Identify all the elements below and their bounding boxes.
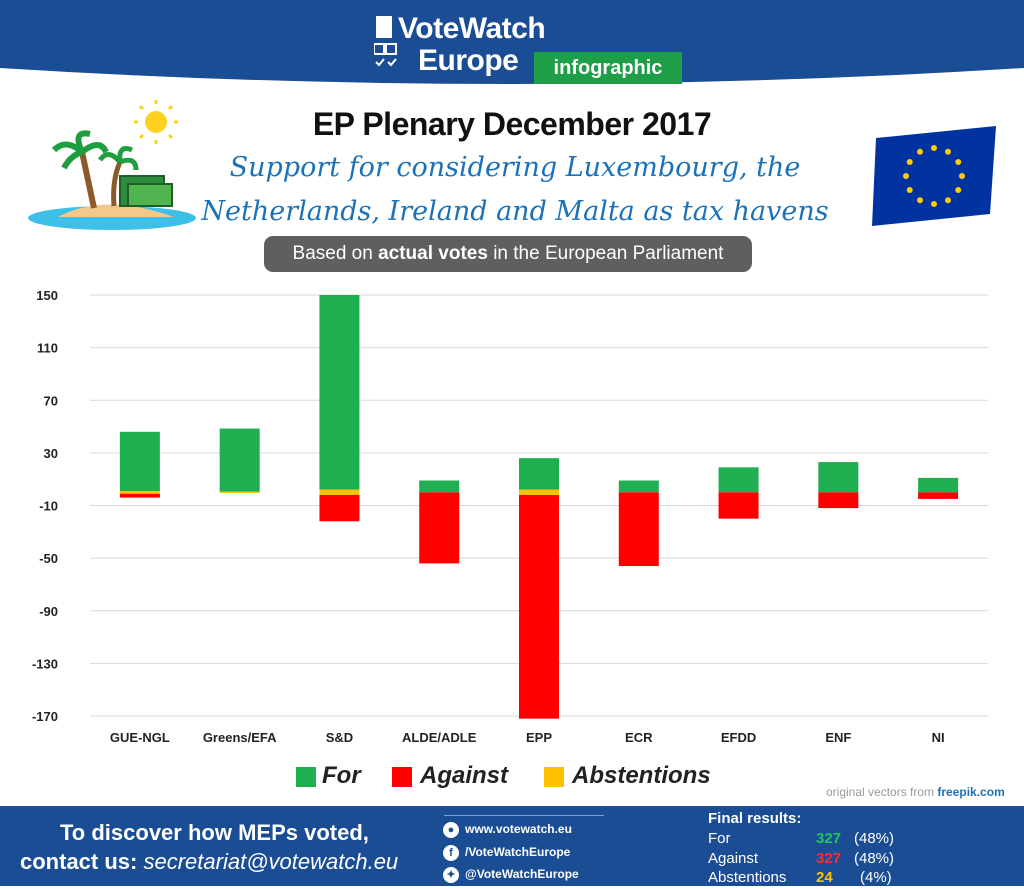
result-label-abstentions: Abstentions	[708, 869, 787, 886]
bar-for	[519, 458, 559, 490]
cta-line1: To discover how MEPs voted,	[60, 820, 369, 845]
brand-line1: VoteWatch	[398, 12, 546, 45]
website-link[interactable]: ● www.votewatch.eu	[443, 822, 572, 838]
bar-for	[219, 428, 260, 492]
facebook-link-text: /VoteWatchEurope	[465, 845, 571, 860]
legend-label-for: For	[322, 762, 361, 789]
bar-abstentions	[519, 489, 559, 495]
bar-abstentions	[319, 489, 360, 495]
bar-against	[519, 494, 559, 719]
y-tick-label: 30	[44, 446, 58, 461]
y-tick-label: 70	[44, 393, 58, 408]
bar-against	[718, 492, 759, 519]
contact-email-link[interactable]: secretariat@votewatch.eu	[143, 849, 399, 874]
bar-for	[818, 462, 859, 493]
result-pct-against: (48%)	[854, 850, 895, 867]
page-title: EP Plenary December 2017	[312, 106, 712, 142]
bar-against	[119, 493, 160, 498]
bar-against	[618, 492, 659, 567]
credit-brand: freepik.com	[937, 785, 1005, 799]
x-tick-label: GUE-NGL	[110, 730, 170, 745]
subtitle-line2: Netherlands, Ireland and Malta as tax ha…	[201, 196, 829, 227]
y-tick-label: -90	[39, 604, 58, 619]
y-tick-label: 110	[37, 341, 58, 356]
result-label-against: Against	[708, 850, 759, 867]
infographic-badge: infographic	[534, 52, 682, 84]
bar-for	[419, 480, 460, 493]
brand-line2: Europe	[418, 44, 519, 77]
eu-flag-icon	[872, 126, 996, 226]
y-tick-label: 150	[36, 288, 58, 303]
legend-swatch-against	[392, 767, 412, 787]
source-note-bold: actual votes	[378, 243, 488, 264]
cta-label: contact us:	[20, 849, 138, 874]
legend-label-abstentions: Abstentions	[572, 762, 711, 789]
legend-swatch-abstentions	[544, 767, 564, 787]
credit-text: original vectors from	[826, 785, 938, 799]
result-value-against: 327	[816, 850, 842, 867]
bar-for	[119, 431, 160, 492]
footer-divider	[444, 815, 604, 816]
bar-abstentions	[219, 491, 260, 494]
bar-for	[319, 295, 360, 490]
subtitle-line1: Support for considering Luxembourg, the	[229, 152, 801, 183]
x-tick-label: Greens/EFA	[203, 730, 277, 745]
result-pct-for: (48%)	[854, 830, 895, 847]
legend-label-against: Against	[420, 762, 509, 789]
x-tick-label: ENF	[825, 730, 851, 745]
legend-swatch-for	[296, 767, 316, 787]
vector-credit: original vectors from freepik.com	[826, 785, 1005, 799]
chart-legend: For Against Abstentions	[296, 762, 736, 792]
stacked-bar-chart: 150 110 70 30 -10 -50 -90 -130 -170 GUE-NGL Greens…	[32, 288, 988, 745]
source-note-suffix: in the European Parliament	[487, 243, 724, 264]
x-tick-label: EPP	[526, 730, 552, 745]
website-link-text: www.votewatch.eu	[465, 822, 572, 837]
source-note: Based on actual votes in the European Pa…	[264, 236, 752, 272]
facebook-link[interactable]: f/VoteWatchEurope	[443, 845, 570, 861]
x-tick-label: ECR	[625, 730, 653, 745]
y-tick-label: -170	[32, 709, 58, 724]
x-tick-label: ALDE/ADLE	[402, 730, 477, 745]
bar-against	[419, 492, 460, 564]
source-note-prefix: Based on	[292, 243, 379, 264]
x-tick-label: EFDD	[721, 730, 756, 745]
result-row-against: Against 327 (48%)	[708, 850, 928, 870]
globe-icon: ●	[443, 822, 459, 838]
bar-against	[818, 492, 859, 509]
tropical-island-icon	[28, 100, 196, 230]
x-tick-label: S&D	[326, 730, 353, 745]
bar-abstentions	[119, 491, 160, 494]
twitter-link[interactable]: ✦ @VoteWatchEurope	[443, 867, 579, 883]
bar-for	[618, 480, 659, 493]
result-value-for: 327	[816, 830, 842, 847]
cta-line2: contact us: secretariat@votewatch.eu	[20, 849, 398, 875]
twitter-icon: ✦	[443, 867, 459, 883]
bar-against	[918, 492, 959, 499]
x-tick-label: NI	[932, 730, 945, 745]
result-pct-abstentions: (4%)	[860, 869, 892, 886]
results-title: Final results:	[708, 810, 802, 827]
result-value-abstentions: 24	[816, 869, 833, 886]
bar-for	[918, 477, 959, 493]
facebook-icon: f	[443, 845, 459, 861]
bar-for	[718, 467, 759, 493]
footer-band	[0, 806, 1024, 886]
y-tick-label: -10	[39, 499, 58, 514]
result-row-for: For 327 (48%)	[708, 830, 928, 850]
y-tick-label: -130	[32, 656, 58, 671]
header-band	[0, 0, 1024, 84]
bar-against	[319, 494, 360, 522]
y-tick-label: -50	[39, 551, 58, 566]
result-label-for: For	[708, 830, 731, 847]
ballot-box-icon	[374, 16, 397, 67]
result-row-abstentions: Abstentions 24 (4%)	[708, 869, 928, 889]
twitter-link-text: @VoteWatchEurope	[465, 867, 579, 882]
